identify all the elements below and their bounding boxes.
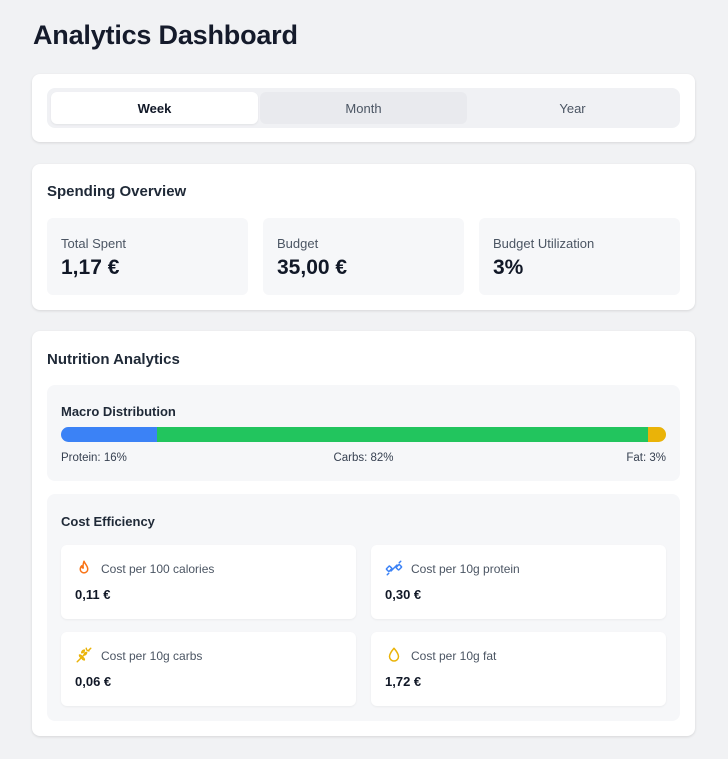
page-title: Analytics Dashboard xyxy=(33,20,298,50)
macro-label-protein: Protein: 16% xyxy=(61,452,127,464)
macro-segment-fat xyxy=(648,427,666,442)
droplet-icon xyxy=(385,646,403,664)
metric-value: 0,06 € xyxy=(75,674,112,689)
macro-labels: Protein: 16% Carbs: 82% Fat: 3% xyxy=(61,452,666,466)
stat-label: Budget Utilization xyxy=(493,236,595,251)
stat-value: 1,17 € xyxy=(61,256,120,279)
macro-distribution-bar xyxy=(61,427,666,442)
stat-budget: Budget 35,00 € xyxy=(263,218,464,295)
stat-label: Budget xyxy=(277,236,319,251)
tab-week[interactable]: Week xyxy=(51,92,258,124)
spending-overview-card: Spending Overview Total Spent 1,17 € Bud… xyxy=(32,164,695,310)
metric-value: 0,11 € xyxy=(75,587,111,602)
period-selector-card: Week Month Year xyxy=(32,74,695,142)
metric-value: 0,30 € xyxy=(385,587,422,602)
tab-year[interactable]: Year xyxy=(559,100,586,116)
cost-efficiency-panel: Cost Efficiency Cost per 100 calories 0,… xyxy=(47,494,680,721)
wheat-icon xyxy=(75,646,93,664)
metric-cost-per-10g-carbs: Cost per 10g carbs 0,06 € xyxy=(61,632,356,706)
nutrition-analytics-card: Nutrition Analytics Macro Distribution P… xyxy=(32,331,695,736)
metric-value: 1,72 € xyxy=(385,674,422,689)
period-tab-bar: Week Month Year xyxy=(47,88,680,128)
macro-label-fat: Fat: 3% xyxy=(626,452,666,464)
metric-label: Cost per 10g carbs xyxy=(101,649,203,663)
macro-segment-carbs xyxy=(156,427,649,442)
spending-overview-heading: Spending Overview xyxy=(47,183,187,200)
cost-efficiency-heading: Cost Efficiency xyxy=(61,514,155,529)
flame-icon xyxy=(75,559,93,577)
macro-distribution-panel: Macro Distribution Protein: 16% Carbs: 8… xyxy=(47,385,680,481)
metric-label: Cost per 10g protein xyxy=(411,562,520,576)
stat-label: Total Spent xyxy=(61,236,127,251)
tab-month[interactable]: Month xyxy=(260,92,467,124)
macro-label-carbs: Carbs: 82% xyxy=(333,452,394,464)
stat-value: 3% xyxy=(493,256,524,279)
macro-distribution-heading: Macro Distribution xyxy=(61,404,176,419)
stat-value: 35,00 € xyxy=(277,256,348,279)
stat-budget-utilization: Budget Utilization 3% xyxy=(479,218,680,295)
metric-label: Cost per 100 calories xyxy=(101,562,215,576)
dumbbell-icon xyxy=(385,559,403,577)
macro-segment-protein xyxy=(61,427,157,442)
metric-label: Cost per 10g fat xyxy=(411,649,497,663)
metric-cost-per-10g-fat: Cost per 10g fat 1,72 € xyxy=(371,632,666,706)
stat-total-spent: Total Spent 1,17 € xyxy=(47,218,248,295)
metric-cost-per-10g-protein: Cost per 10g protein 0,30 € xyxy=(371,545,666,619)
metric-cost-per-100-calories: Cost per 100 calories 0,11 € xyxy=(61,545,356,619)
nutrition-analytics-heading: Nutrition Analytics xyxy=(47,351,180,368)
